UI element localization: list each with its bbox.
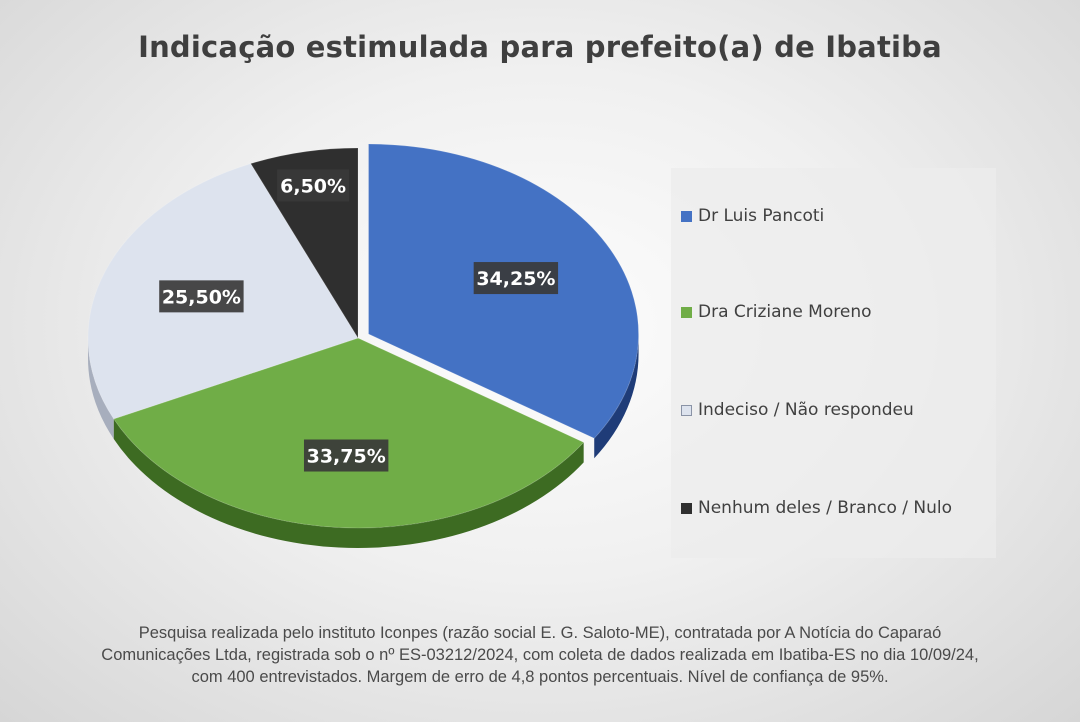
legend-item-dr-luis-pancoti: Dr Luis Pancoti [681,206,824,226]
pie-side-dra-criziane-moreno [113,418,584,549]
legend-label: Dra Criziane Moreno [698,302,872,322]
data-label-dra-criziane-moreno: 33,75% [303,439,389,472]
legend-label: Nenhum deles / Branco / Nulo [698,498,953,518]
legend-swatch [681,306,692,318]
legend-swatch [681,210,692,222]
data-label-box [303,439,389,472]
data-label-nenhum-deles-branco-nulo: 6,50% [277,169,350,202]
data-label-box [159,280,244,313]
data-label-text: 6,50% [280,175,346,197]
legend-item-nenhum: Nenhum deles / Branco / Nulo [681,498,952,518]
data-label-indeciso-nao-respondeu: 25,50% [159,280,244,313]
data-label-text: 34,25% [476,268,555,290]
data-label-text: 25,50% [162,286,241,308]
pie-side-dr-luis-pancoti [594,333,639,459]
legend-item-dra-criziane-moreno: Dra Criziane Moreno [681,302,872,322]
data-label-dr-luis-pancoti: 34,25% [473,262,559,295]
legend-item-indeciso: Indeciso / Não respondeu [681,400,914,420]
data-label-text: 33,75% [307,446,386,468]
data-label-box [277,169,350,202]
chart-legend: Dr Luis Pancoti Dra Criziane Moreno Inde… [671,168,996,558]
legend-swatch [681,502,692,514]
pie-slice-dra-criziane-moreno [112,337,585,529]
chart-title: Indicação estimulada para prefeito(a) de… [138,30,942,64]
survey-footnote: Pesquisa realizada pelo instituto Iconpe… [101,624,979,686]
legend-label: Indeciso / Não respondeu [698,400,914,420]
legend-swatch [681,404,692,416]
pie-chart: 34,25% 33,75% 25,50% 6,50% [87,143,640,549]
legend-label: Dr Luis Pancoti [698,206,825,226]
data-label-box [473,262,559,295]
pie-side-indeciso-nao-respondeu [88,338,114,439]
